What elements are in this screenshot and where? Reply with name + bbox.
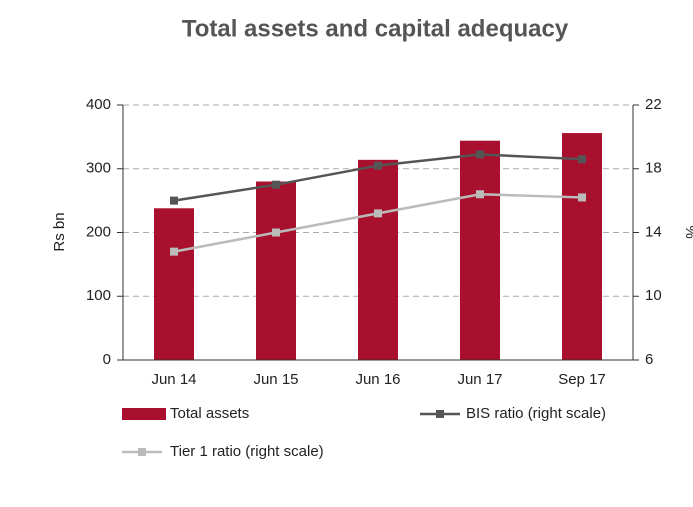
legend-marker xyxy=(436,410,444,418)
y-tick-label: 0 xyxy=(103,351,111,368)
x-tick-label: Sep 17 xyxy=(558,371,606,388)
y2-tick-label: 14 xyxy=(645,223,662,240)
bar xyxy=(562,133,602,360)
bar xyxy=(256,181,296,360)
marker xyxy=(476,190,484,199)
marker xyxy=(374,209,382,218)
marker xyxy=(272,180,280,189)
y2-tick-label: 18 xyxy=(645,160,662,177)
marker xyxy=(476,150,484,159)
chart-title: Total assets and capital adequacy xyxy=(182,15,569,42)
marker xyxy=(272,228,280,237)
legend-label: Tier 1 ratio (right scale) xyxy=(170,443,324,460)
y2-tick-label: 22 xyxy=(645,96,662,113)
legend-swatch xyxy=(122,408,166,420)
bar xyxy=(154,208,194,360)
marker xyxy=(170,247,178,256)
marker xyxy=(578,193,586,202)
x-tick-label: Jun 17 xyxy=(457,371,502,388)
bar xyxy=(358,159,398,360)
x-tick-label: Jun 15 xyxy=(253,371,298,388)
bar xyxy=(460,140,500,360)
y-tick-label: 400 xyxy=(86,96,111,113)
legend-label: Total assets xyxy=(170,405,249,422)
legend-label: BIS ratio (right scale) xyxy=(466,405,606,422)
x-tick-label: Jun 16 xyxy=(355,371,400,388)
y-tick-label: 200 xyxy=(86,223,111,240)
y2-tick-label: 6 xyxy=(645,351,653,368)
y2-tick-label: 10 xyxy=(645,287,662,304)
y-axis-label: Rs bn xyxy=(51,212,68,251)
y-tick-label: 300 xyxy=(86,160,111,177)
legend-marker xyxy=(138,448,146,456)
marker xyxy=(578,155,586,164)
marker xyxy=(374,161,382,170)
marker xyxy=(170,196,178,205)
y-tick-label: 100 xyxy=(86,287,111,304)
y2-axis-label: % xyxy=(682,225,693,238)
x-tick-label: Jun 14 xyxy=(151,371,196,388)
